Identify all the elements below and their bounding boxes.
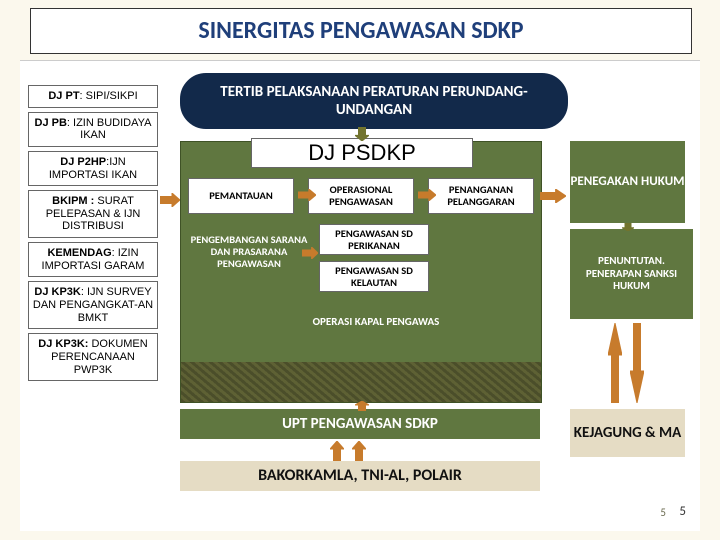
page-number: 5 <box>679 504 686 519</box>
midrow-0: PEMANTAUAN <box>188 178 294 214</box>
upt-bar: UPT PENGAWASAN SDKP <box>180 409 540 439</box>
mid-row: PEMANTAUAN OPERASIONAL PENGAWASAN PENANG… <box>181 178 541 214</box>
arrow-tan-up-right <box>352 441 366 461</box>
left-box-4: KEMENDAG: IZIN IMPORTASI GARAM <box>28 242 158 277</box>
arrow-tan-up-left <box>330 441 344 461</box>
mud-strip <box>181 362 541 402</box>
right-green-2-text: PENUNTUTAN. PENERAPAN SANKSI HUKUM <box>574 255 689 293</box>
right-green-1-text: PENEGAKAN HUKUM <box>570 175 684 189</box>
arrow-pemantauan-to-operasional <box>298 189 316 201</box>
sub-col-mid: PENGAWASAN SD PERIKANAN PENGAWASAN SD KE… <box>319 224 429 298</box>
slide-title-box: SINERGITAS PENGAWASAN SDKP <box>30 8 692 54</box>
arrow-operasional-to-penanganan <box>418 189 436 201</box>
sub-col-left: PENGEMBANGAN SARANA DAN PRASARANA PENGAW… <box>189 234 309 282</box>
page-number-small: 5 <box>660 506 666 519</box>
right-tan-text: KEJAGUNG & MA <box>574 425 681 442</box>
arrow-penanganan-to-penegakan <box>540 189 566 203</box>
tan-bar: BAKORKAMLA, TNI-AL, POLAIR <box>180 461 540 491</box>
right-green-2: PENUNTUTAN. PENERAPAN SANKSI HUKUM <box>570 229 693 319</box>
ops-kapal: OPERASI KAPAL PENGAWAS <box>311 316 441 329</box>
arrow-right-pair-down <box>630 323 644 403</box>
subleft-0: PENGEMBANGAN SARANA DAN PRASARANA PENGAW… <box>189 234 309 270</box>
top-pill-text: TERTIB PELAKSANAAN PERATURAN PERUNDANG-U… <box>194 83 554 119</box>
green-main: DJ PSDKP PEMANTAUAN OPERASIONAL PENGAWAS… <box>180 141 542 403</box>
slide: SINERGITAS PENGAWASAN SDKP DJ PT: SIPI/S… <box>0 0 720 540</box>
right-green-1: PENEGAKAN HUKUM <box>570 141 685 223</box>
green-header: DJ PSDKP <box>251 138 473 168</box>
left-box-0: DJ PT: SIPI/SIKPI <box>28 85 158 108</box>
content-area: DJ PT: SIPI/SIKPI DJ PB: IZIN BUDIDAYA I… <box>20 60 700 531</box>
left-box-5: DJ KP3K: IJN SURVEY DAN PENGANGKAT-AN BM… <box>28 281 158 329</box>
left-box-6: DJ KP3K: DOKUMEN PERENCANAAN PWP3K <box>28 333 158 381</box>
arrow-right-pair-up <box>608 323 622 403</box>
submid-1: PENGAWASAN SD KELAUTAN <box>319 261 429 292</box>
midrow-1: OPERASIONAL PENGAWASAN <box>308 178 414 214</box>
midrow-2: PENANGANAN PELANGGARAN <box>428 178 534 214</box>
arrow-penegakan-to-penuntutan <box>622 223 634 231</box>
left-column: DJ PT: SIPI/SIKPI DJ PB: IZIN BUDIDAYA I… <box>28 85 158 385</box>
arrow-pill-down <box>355 127 369 141</box>
left-box-1: DJ PB: IZIN BUDIDAYA IKAN <box>28 112 158 147</box>
top-pill: TERTIB PELAKSANAAN PERATURAN PERUNDANG-U… <box>180 73 568 129</box>
submid-0: PENGAWASAN SD PERIKANAN <box>319 224 429 255</box>
right-tan: KEJAGUNG & MA <box>570 409 685 457</box>
arrow-left-to-green <box>160 193 180 207</box>
arrow-subleft-to-submid <box>302 247 318 259</box>
arrow-upt-up <box>355 401 369 411</box>
left-box-2: DJ P2HP:IJN IMPORTASI IKAN <box>28 151 158 186</box>
slide-title: SINERGITAS PENGAWASAN SDKP <box>198 16 523 45</box>
left-box-3: BKIPM : SURAT PELEPASAN & IJN DISTRIBUSI <box>28 190 158 238</box>
